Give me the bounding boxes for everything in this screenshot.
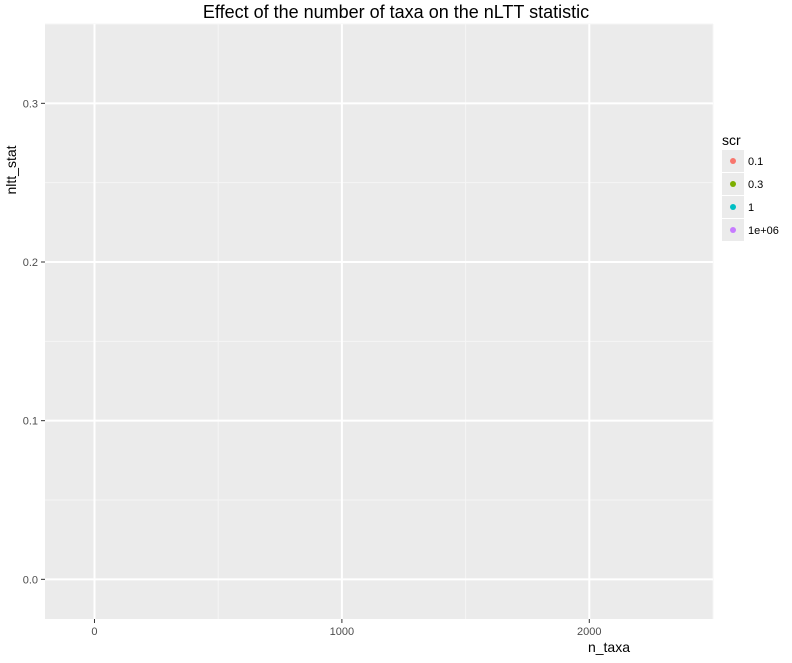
x-axis-ticks: 0 1000 2000: [91, 619, 602, 638]
chart-title: Effect of the number of taxa on the nLTT…: [203, 2, 589, 22]
x-axis-title: n_taxa: [588, 639, 630, 655]
x-tick-label: 0: [91, 626, 97, 638]
legend-key-point: [730, 181, 736, 187]
legend-keys: 0.1 0.3 1 1e+06: [722, 150, 779, 241]
x-tick-label: 1000: [330, 626, 354, 638]
y-tick-label: 0.0: [23, 574, 38, 586]
plot-panel: [45, 24, 713, 619]
y-axis-ticks: 0.0 0.1 0.2 0.3: [23, 98, 45, 586]
grid-major: [45, 24, 713, 619]
legend-label: 0.3: [748, 179, 763, 191]
y-tick-label: 0.3: [23, 98, 38, 110]
y-tick-label: 0.2: [23, 257, 38, 269]
legend-label: 0.1: [748, 156, 763, 168]
x-tick-label: 2000: [577, 626, 601, 638]
legend-label: 1e+06: [748, 225, 779, 237]
legend-key-point: [730, 227, 736, 233]
y-tick-label: 0.1: [23, 416, 38, 428]
grid-minor: [45, 23, 714, 619]
legend-key-point: [730, 158, 736, 164]
legend-title: scr: [722, 132, 741, 148]
legend: scr 0.1 0.3 1 1e+06: [722, 132, 779, 241]
legend-key-point: [730, 204, 736, 210]
legend-label: 1: [748, 202, 754, 214]
y-axis-title: nltt_stat: [3, 145, 19, 194]
